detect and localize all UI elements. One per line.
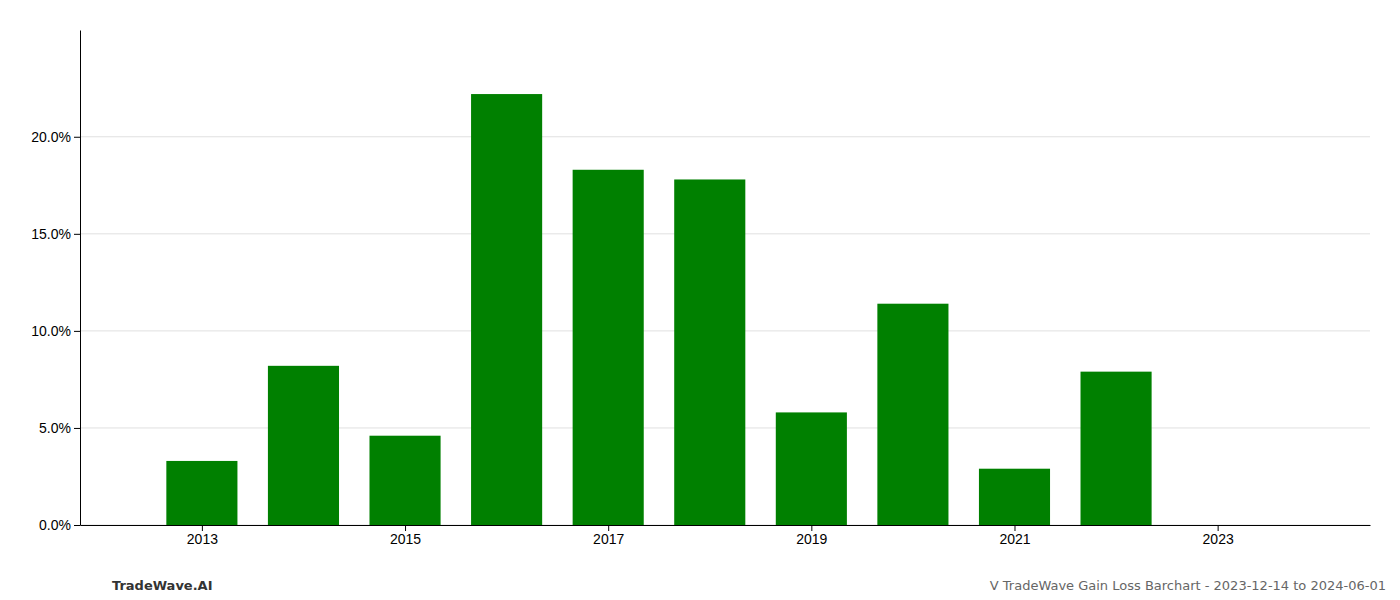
x-tick: 2019: [796, 525, 827, 547]
bar: [674, 179, 745, 525]
y-tick: 15.0%: [31, 226, 80, 242]
x-tick-label: 2017: [593, 531, 624, 547]
bar: [471, 94, 542, 525]
y-tick: 10.0%: [31, 323, 80, 339]
y-tick-label: 5.0%: [39, 420, 71, 436]
x-tick: 2023: [1203, 525, 1234, 547]
x-tick-label: 2015: [390, 531, 421, 547]
y-tick: 0.0%: [39, 517, 80, 533]
bar: [877, 304, 948, 525]
plot: 2013 2015 2017 2019 2021 2023 0.0% 5.0% 10.0% 15.…: [31, 31, 1370, 547]
y-tick-mark: [74, 428, 80, 429]
x-tick-label: 2013: [187, 531, 218, 547]
y-tick-mark: [74, 234, 80, 235]
bar: [573, 170, 644, 525]
y-tick-label: 15.0%: [31, 226, 71, 242]
bar: [776, 412, 847, 525]
x-axis: 2013 2015 2017 2019 2021 2023: [81, 525, 1371, 547]
x-tick: 2017: [593, 525, 624, 547]
grid: [80, 137, 1370, 525]
x-tick-label: 2021: [999, 531, 1030, 547]
y-tick-label: 0.0%: [39, 517, 71, 533]
x-tick-label: 2019: [796, 531, 827, 547]
y-tick-label: 10.0%: [31, 323, 71, 339]
y-tick-label: 20.0%: [31, 129, 71, 145]
x-tick: 2013: [187, 525, 218, 547]
x-tick: 2015: [390, 525, 421, 547]
bars: [166, 94, 1151, 525]
y-tick-mark: [74, 525, 80, 526]
chart: 2013 2015 2017 2019 2021 2023 0.0% 5.0% 10.0% 15.…: [0, 0, 1400, 600]
grid-line: [80, 136, 1370, 137]
footer-right: V TradeWave Gain Loss Barchart - 2023-12…: [990, 578, 1386, 593]
bar: [979, 469, 1050, 525]
y-tick-mark: [74, 331, 80, 332]
footer-left: TradeWave.AI: [112, 578, 213, 593]
x-tick-label: 2023: [1203, 531, 1234, 547]
y-axis: 0.0% 5.0% 10.0% 15.0% 20.0%: [31, 31, 80, 533]
y-tick-mark: [74, 137, 80, 138]
y-axis-line: [80, 31, 81, 526]
x-axis-line: [81, 525, 1371, 526]
bar: [166, 461, 237, 525]
bar: [1081, 372, 1152, 525]
y-tick: 20.0%: [31, 129, 80, 145]
y-tick: 5.0%: [39, 420, 80, 436]
x-tick: 2021: [999, 525, 1030, 547]
bar: [369, 436, 440, 525]
bar: [268, 366, 339, 525]
